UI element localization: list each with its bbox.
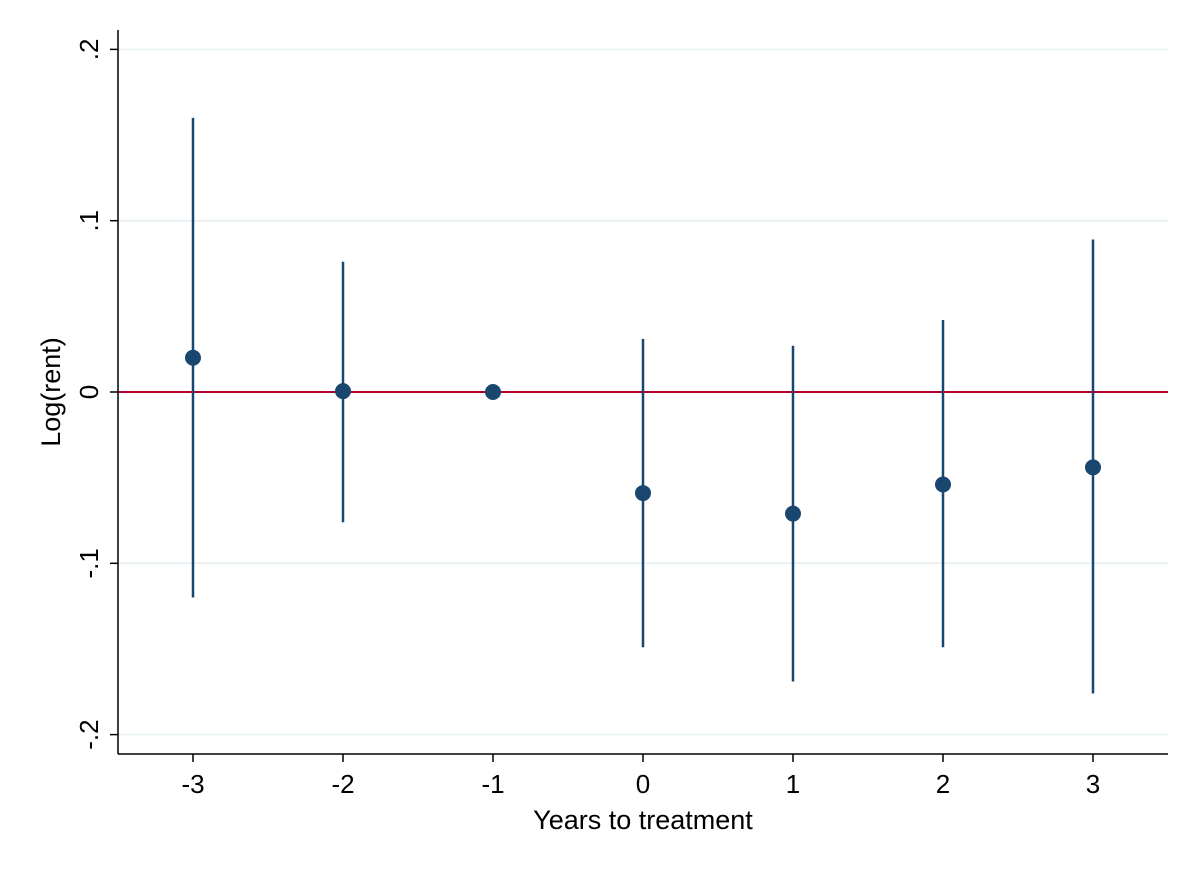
y-tick-label: .1 <box>74 210 104 232</box>
data-point <box>185 349 201 366</box>
y-tick-label: .2 <box>74 39 104 61</box>
x-tick-label: 3 <box>1086 769 1100 799</box>
x-tick-label: 0 <box>636 769 650 799</box>
x-tick-label: -3 <box>181 769 204 799</box>
x-tick-label: 2 <box>936 769 950 799</box>
y-tick-label: 0 <box>74 385 104 399</box>
x-tick-label: -1 <box>481 769 504 799</box>
data-point <box>785 505 801 522</box>
y-tick-label: -.1 <box>74 548 104 578</box>
data-point <box>635 485 651 502</box>
data-point <box>935 476 951 493</box>
data-point <box>1085 459 1101 476</box>
x-tick-label: -2 <box>331 769 354 799</box>
y-axis-ticks: .2 .1 0 -.1 -.2 <box>74 39 118 750</box>
x-tick-label: 1 <box>786 769 800 799</box>
point-estimates <box>185 349 1101 522</box>
data-point <box>335 383 351 400</box>
x-axis-label: Years to treatment <box>533 805 753 835</box>
data-point <box>485 384 501 400</box>
x-axis-ticks: -3 -2 -1 0 1 2 3 <box>181 754 1100 799</box>
y-tick-label: -.2 <box>74 719 104 749</box>
confidence-intervals <box>191 117 1095 694</box>
y-axis-label: Log(rent) <box>36 337 66 447</box>
